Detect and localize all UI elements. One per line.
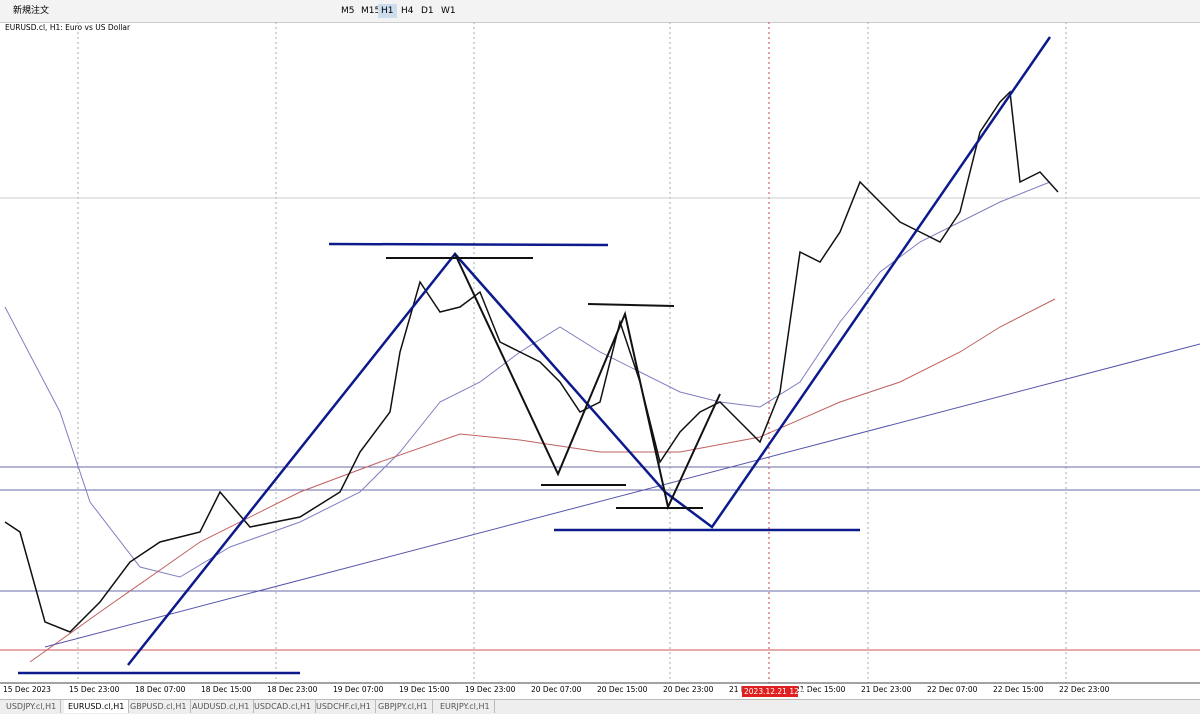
time-label: 20 Dec 23:00 <box>663 685 714 694</box>
price-path <box>4 90 1059 633</box>
time-label: 21 Dec 15:00 <box>795 685 846 694</box>
drawings <box>18 36 1052 675</box>
symbol-tab[interactable]: USDJPY.cl,H1 <box>2 700 62 713</box>
symbol-tab[interactable]: USDCHF.cl,H1 <box>312 700 376 713</box>
timeframe-button[interactable]: D1 <box>421 6 434 16</box>
time-label: 19 Dec 07:00 <box>333 685 384 694</box>
time-label: 19 Dec 15:00 <box>399 685 450 694</box>
timeframe-button[interactable]: H4 <box>401 6 414 16</box>
new-order-button[interactable]: 新規注文 <box>13 6 50 16</box>
symbol-tab[interactable]: GBPJPY.cl,H1 <box>374 700 433 713</box>
time-label: 15 Dec 23:00 <box>69 685 120 694</box>
moving-average <box>4 181 1051 578</box>
time-label: 18 Dec 15:00 <box>201 685 252 694</box>
time-label: 22 Dec 07:00 <box>927 685 978 694</box>
time-label: 21 Dec 23:00 <box>861 685 912 694</box>
crosshair-box <box>742 686 798 697</box>
timeframe-button[interactable]: M5 <box>341 6 355 16</box>
time-label: 18 Dec 23:00 <box>267 685 318 694</box>
drawings <box>386 253 721 511</box>
grid <box>77 22 1067 683</box>
symbol-tab[interactable]: USDCAD.cl,H1 <box>250 700 317 713</box>
time-label: 22 Dec 15:00 <box>993 685 1044 694</box>
chart: EURUSD.cl, H1: Euro vs US Dollar 15 Dec … <box>0 22 1200 697</box>
symbol-tab[interactable]: GBPUSD.cl,H1 <box>126 700 192 713</box>
symbol-label: EURUSD.cl, H1: Euro vs US Dollar <box>5 23 131 32</box>
time-label: 22 Dec 23:00 <box>1059 685 1110 694</box>
timeframe-button[interactable]: W1 <box>441 6 456 16</box>
toolbar: 新規注文 M5 M15 H1 H4 D1 W1 <box>0 0 1200 23</box>
tab-bar: USDJPY.cl,H1 EURUSD.cl,H1 GBPUSD.cl,H1 AUDU… <box>0 699 1200 714</box>
timeframe-button[interactable]: M15 <box>361 6 381 16</box>
timeframe-button[interactable]: H1 <box>378 4 397 18</box>
symbol-tab[interactable]: EURJPY.cl,H1 <box>436 700 495 713</box>
time-label: 19 Dec 23:00 <box>465 685 516 694</box>
time-label: 20 Dec 07:00 <box>531 685 582 694</box>
moving-average <box>29 298 1056 663</box>
time-label: 18 Dec 07:00 <box>135 685 186 694</box>
time-label: 20 Dec 15:00 <box>597 685 648 694</box>
crosshair-time: 2023.12.21 12:00 <box>744 687 811 696</box>
symbol-tab[interactable]: AUDUSD.cl,H1 <box>188 700 255 713</box>
time-label: 15 Dec 2023 <box>3 685 51 694</box>
trend-line <box>44 343 1200 648</box>
symbol-tab[interactable]: EURUSD.cl,H1 <box>64 700 130 713</box>
